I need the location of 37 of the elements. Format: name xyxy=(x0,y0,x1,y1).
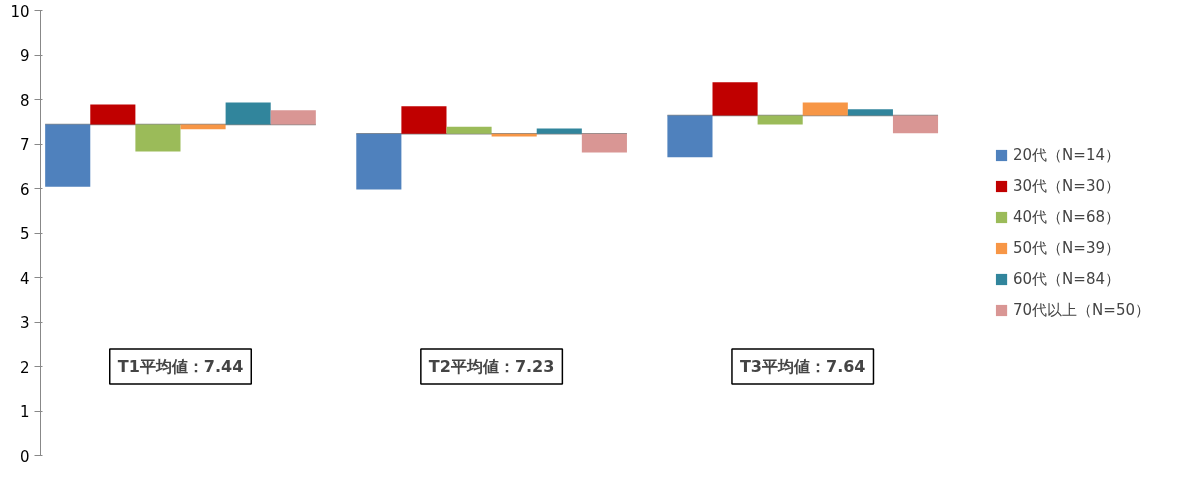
bar xyxy=(892,115,939,134)
legend-label: 60代（N=84） xyxy=(1013,269,1120,289)
bar xyxy=(180,124,226,130)
bar xyxy=(90,104,136,125)
bar xyxy=(802,102,848,116)
bar xyxy=(667,115,713,158)
bar xyxy=(847,109,893,116)
bar xyxy=(757,115,803,125)
legend-label: 40代（N=68） xyxy=(1013,207,1120,227)
legend-label: 20代（N=14） xyxy=(1013,145,1120,165)
y-tick-label: 6 xyxy=(19,180,30,199)
bar xyxy=(45,124,91,187)
bar xyxy=(581,133,627,153)
bar xyxy=(356,133,402,190)
bar xyxy=(225,102,271,125)
bar xyxy=(270,110,316,125)
y-tick-label: 2 xyxy=(19,358,30,377)
y-tick-label: 4 xyxy=(19,269,30,288)
bar xyxy=(536,128,582,134)
y-tick-label: 9 xyxy=(19,47,30,65)
bar xyxy=(446,126,492,134)
annotation: T1平均値：7.44 xyxy=(117,357,244,376)
legend-label: 30代（N=30） xyxy=(1013,176,1120,196)
y-tick-label: 3 xyxy=(19,314,30,332)
y-tick-label: 1 xyxy=(19,403,30,421)
y-tick-label: 5 xyxy=(19,225,30,243)
legend-label: 50代（N=39） xyxy=(1013,238,1120,258)
bar xyxy=(401,106,447,134)
legend-label: 70代以上（N=50） xyxy=(1013,300,1150,320)
y-tick-label: 0 xyxy=(19,447,30,466)
bar xyxy=(712,82,758,116)
bar xyxy=(135,124,181,152)
annotation: T3平均値：7.64 xyxy=(739,357,866,376)
y-tick-label: 7 xyxy=(19,136,30,154)
y-tick-label: 8 xyxy=(19,91,30,110)
annotation: T2平均値：7.23 xyxy=(428,357,555,376)
y-tick-label: 10 xyxy=(10,2,30,21)
